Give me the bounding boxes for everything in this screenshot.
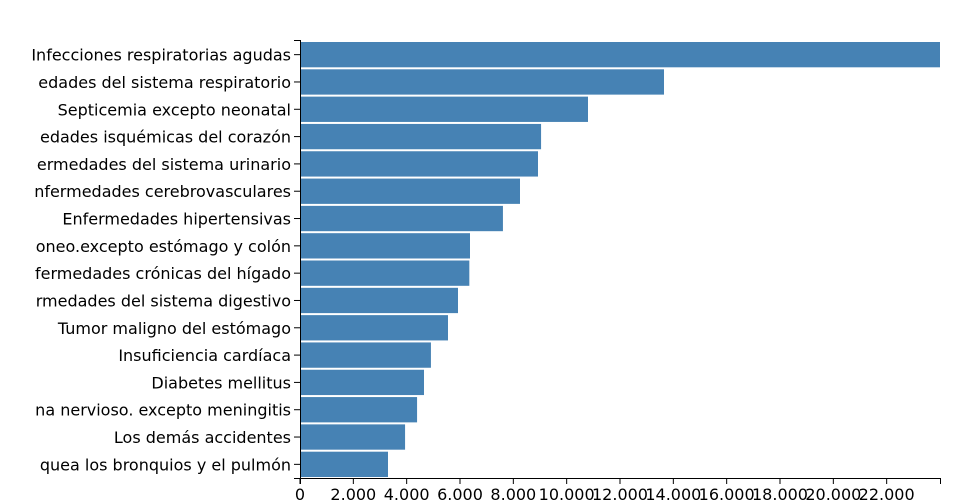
y-tick-label: quea los bronquios y el pulmón: [40, 455, 291, 474]
y-tick-label: oneo.excepto estómago y colón: [36, 237, 291, 256]
x-tick-label: 10.000: [539, 485, 595, 500]
x-tick-label: 12.000: [592, 485, 648, 500]
x-tick-label: 4.000: [384, 485, 430, 500]
x-tick-label: 8.000: [490, 485, 536, 500]
x-tick-label: 22.000: [859, 485, 915, 500]
y-tick-label: Enfermedades hipertensivas: [62, 210, 291, 229]
bar: [300, 424, 406, 450]
bar: [300, 123, 542, 150]
bar: [300, 42, 940, 68]
bar: [300, 96, 588, 122]
y-tick-label: edades del sistema respiratorio: [38, 73, 291, 92]
y-tick-label: Los demás accidentes: [114, 428, 291, 447]
bar: [300, 315, 448, 341]
bar: [300, 233, 470, 259]
bar: [300, 178, 520, 204]
y-tick-label: nfermedades cerebrovasculares: [34, 182, 291, 201]
y-tick-label: ermedades del sistema urinario: [37, 155, 291, 174]
y-tick-label: Tumor maligno del estómago: [57, 319, 291, 338]
x-tick-label: 16.000: [699, 485, 755, 500]
bar: [300, 397, 418, 423]
bar: [300, 260, 470, 286]
y-tick-label: fermedades crónicas del hígado: [35, 264, 291, 283]
bar: [300, 151, 538, 177]
bar: [300, 69, 664, 95]
y-tick-label: rmedades del sistema digestivo: [36, 291, 291, 310]
x-tick-label: 2.000: [330, 485, 376, 500]
y-axis: [294, 40, 301, 479]
y-tick-label: Diabetes mellitus: [151, 373, 291, 392]
y-tick-label: na nervioso. excepto meningitis: [35, 401, 291, 420]
bar: [300, 369, 424, 396]
x-tick-label: 14.000: [645, 485, 701, 500]
y-tick-label: Septicemia excepto neonatal: [58, 100, 291, 119]
x-tick-label: 0: [295, 485, 305, 500]
x-tick-label: 6.000: [437, 485, 483, 500]
y-tick-label: edades isquémicas del corazón: [40, 128, 291, 147]
bar: [300, 205, 503, 232]
x-tick-label: 20.000: [805, 485, 861, 500]
bar: [300, 342, 431, 368]
x-tick-label: 18.000: [752, 485, 808, 500]
bar: [300, 287, 458, 314]
y-tick-label: Insuficiencia cardíaca: [118, 346, 291, 365]
y-tick-label: Infecciones respiratorias agudas: [31, 46, 291, 65]
bar: [300, 451, 388, 477]
